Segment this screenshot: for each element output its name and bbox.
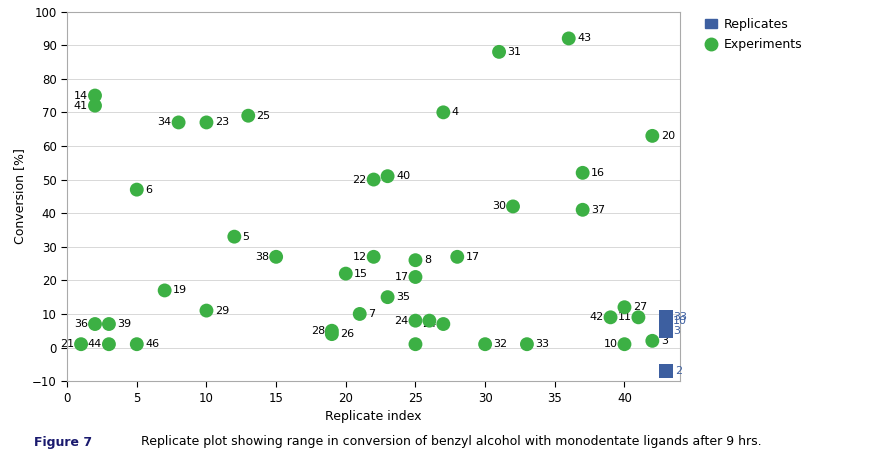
Point — [435, 320, 450, 328]
Text: 36: 36 — [74, 319, 88, 329]
Text: 24: 24 — [393, 316, 408, 326]
Point — [240, 112, 255, 119]
Text: 32: 32 — [493, 339, 507, 349]
Point — [630, 314, 645, 321]
Point — [658, 317, 672, 324]
Point — [325, 330, 339, 338]
Text: 19: 19 — [173, 286, 187, 295]
Text: 27: 27 — [632, 302, 646, 312]
Text: 31: 31 — [507, 47, 521, 57]
Point — [561, 35, 575, 42]
Point — [88, 320, 102, 328]
Text: 30: 30 — [492, 201, 505, 212]
Point — [492, 48, 506, 55]
Point — [603, 314, 617, 321]
Text: 21: 21 — [60, 339, 74, 349]
Point — [435, 109, 450, 116]
Point — [658, 367, 672, 375]
Text: Replicate plot showing range in conversion of benzyl alcohol with monodentate li: Replicate plot showing range in conversi… — [125, 435, 761, 448]
Point — [519, 340, 534, 348]
Text: 42: 42 — [588, 312, 603, 322]
Point — [367, 253, 381, 261]
Text: 6: 6 — [145, 185, 152, 195]
Text: 37: 37 — [590, 205, 604, 215]
Legend: Replicates, Experiments: Replicates, Experiments — [704, 18, 801, 51]
Point — [617, 340, 631, 348]
Text: 40: 40 — [395, 171, 409, 181]
Point — [325, 327, 339, 334]
Text: 41: 41 — [74, 101, 88, 110]
Text: 33: 33 — [535, 339, 549, 349]
Point — [74, 340, 89, 348]
Text: 46: 46 — [145, 339, 159, 349]
Text: 20: 20 — [660, 131, 674, 141]
Text: 2: 2 — [674, 366, 681, 376]
Point — [658, 314, 672, 321]
Text: 7: 7 — [367, 309, 375, 319]
Text: 5: 5 — [242, 231, 249, 242]
Point — [380, 172, 394, 180]
Point — [617, 304, 631, 311]
Text: 44: 44 — [88, 339, 102, 349]
Text: Figure 7: Figure 7 — [34, 436, 91, 449]
Text: 12: 12 — [352, 252, 367, 262]
Point — [88, 102, 102, 109]
Text: 3: 3 — [660, 336, 667, 346]
Text: 10: 10 — [672, 316, 687, 326]
Point — [130, 340, 144, 348]
Point — [575, 206, 589, 213]
Text: 38: 38 — [255, 252, 269, 262]
Text: 39: 39 — [117, 319, 131, 329]
Point — [380, 293, 394, 301]
Point — [505, 203, 519, 210]
Text: 4: 4 — [451, 107, 459, 117]
Point — [269, 253, 283, 261]
Point — [352, 310, 367, 318]
Text: 8: 8 — [424, 255, 431, 265]
Text: 16: 16 — [590, 168, 604, 178]
Text: 3: 3 — [672, 326, 679, 336]
Text: 22: 22 — [352, 175, 367, 184]
Point — [408, 274, 422, 281]
Point — [102, 320, 116, 328]
Text: 26: 26 — [340, 329, 354, 339]
Text: 28: 28 — [310, 326, 325, 336]
Point — [130, 186, 144, 193]
Text: 29: 29 — [215, 305, 229, 316]
Point — [450, 253, 464, 261]
Text: 23: 23 — [215, 117, 229, 128]
Point — [408, 256, 422, 264]
Text: 17: 17 — [394, 272, 408, 282]
Text: 10: 10 — [603, 339, 617, 349]
Point — [645, 132, 659, 140]
Point — [157, 287, 172, 294]
Point — [172, 119, 186, 126]
Text: 15: 15 — [354, 268, 367, 279]
Point — [575, 169, 589, 176]
Point — [477, 340, 492, 348]
Text: 11: 11 — [617, 312, 631, 322]
Point — [645, 337, 659, 345]
Text: 14: 14 — [74, 91, 88, 101]
Point — [422, 317, 436, 324]
Text: 25: 25 — [257, 111, 271, 121]
Text: 43: 43 — [577, 33, 591, 43]
Point — [199, 307, 214, 314]
Point — [102, 340, 116, 348]
Point — [658, 327, 672, 334]
Text: 24: 24 — [422, 319, 436, 329]
Text: 33: 33 — [672, 312, 687, 322]
Point — [408, 340, 422, 348]
Point — [88, 92, 102, 99]
Point — [227, 233, 241, 240]
Text: 34: 34 — [157, 117, 172, 128]
Point — [199, 119, 214, 126]
Point — [408, 317, 422, 324]
Y-axis label: Conversion [%]: Conversion [%] — [13, 148, 27, 244]
Point — [367, 176, 381, 183]
Text: 17: 17 — [465, 252, 479, 262]
Point — [338, 270, 352, 277]
X-axis label: Replicate index: Replicate index — [325, 410, 421, 423]
Text: 35: 35 — [395, 292, 409, 302]
